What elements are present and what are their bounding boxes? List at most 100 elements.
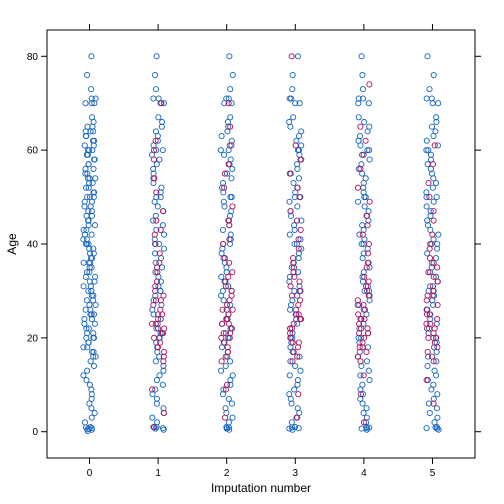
observed-point [150,165,157,172]
observed-point [88,53,95,60]
observed-point [355,198,362,205]
observed-point [88,414,95,421]
imputed-point [424,348,431,355]
observed-point [80,344,87,351]
axis-ticks [41,24,481,464]
observed-point [153,423,160,431]
observed-point [295,425,302,432]
observed-point [433,114,440,121]
observed-point [290,114,297,121]
imputed-point [226,236,233,243]
observed-point [150,95,157,102]
observed-point [355,100,362,107]
imputed-point [221,170,228,177]
observed-point [90,334,97,341]
imputed-point [363,264,370,271]
imputed-point [160,358,167,365]
imputed-point [287,283,294,290]
observed-point [84,194,91,201]
observed-point [430,133,437,140]
observed-point [159,381,166,388]
observed-point [82,100,89,107]
observed-point [428,123,435,130]
observed-point [425,147,432,154]
observed-point [286,231,293,238]
imputed-point [155,325,162,332]
observed-point [150,311,157,318]
observed-point [429,100,436,107]
observed-point [294,292,301,299]
observed-point [151,198,158,205]
imputed-point [223,301,231,309]
observed-point [229,414,236,421]
imputed-point [364,325,371,332]
imputed-point [354,297,361,304]
observed-point [90,189,97,196]
observed-point [227,301,234,309]
imputed-point [294,344,302,351]
imputed-point [426,311,433,318]
imputed-point [287,325,294,332]
observed-point [83,377,90,384]
observed-point [91,409,98,417]
observed-point [221,203,228,210]
observed-point [435,231,442,238]
observed-point [155,114,162,121]
imputed-point [222,278,229,285]
imputed-point [356,330,363,337]
observed-point [87,358,94,365]
imputed-point [423,311,431,318]
observed-point [152,358,159,365]
observed-point [222,362,229,370]
observed-point [291,222,298,229]
imputed-point [157,226,164,233]
observed-point [82,306,89,313]
observed-point [294,320,301,327]
observed-point [355,95,362,102]
imputed-point [159,208,167,215]
imputed-point [160,353,167,360]
observed-point [297,236,304,243]
observed-point [154,419,161,426]
observed-point [363,426,370,433]
observed-point [297,367,304,374]
observed-point [433,405,440,412]
imputed-point [150,301,157,309]
observed-point [432,255,439,262]
observed-point [430,175,437,182]
observed-point [423,137,430,144]
imputed-point [361,316,368,323]
imputed-point [357,391,364,398]
observed-point [433,358,440,365]
imputed-point [221,414,229,421]
observed-point [295,269,302,276]
observed-point [423,194,430,201]
imputed-point [157,316,164,323]
observed-point [88,426,95,433]
observed-point [357,142,364,149]
imputed-point [152,297,160,304]
observed-point [366,377,373,384]
observed-point [355,165,362,172]
observed-point [81,203,88,210]
observed-point [298,245,305,252]
imputed-point [431,339,438,346]
imputed-point [294,353,301,360]
observed-point [360,409,367,417]
observed-point [82,133,89,140]
imputed-point [160,292,167,299]
observed-point [90,353,97,360]
imputed-point [291,273,298,280]
imputed-point [226,222,233,229]
imputed-point [430,259,437,266]
observed-point [86,264,93,271]
observed-point [359,400,366,407]
observed-point [363,358,371,365]
observed-point [365,100,372,107]
observed-point [152,250,159,257]
observed-point [224,128,231,135]
imputed-point [293,414,300,421]
observed-point [359,273,366,280]
imputed-point [152,320,159,327]
observed-point [84,344,91,351]
